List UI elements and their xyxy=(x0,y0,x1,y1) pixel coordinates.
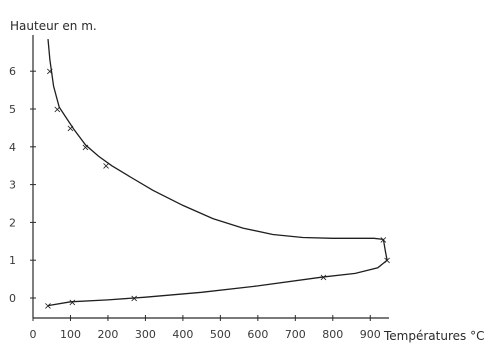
y-tick-label: 1 xyxy=(9,254,16,267)
x-tick-label: 900 xyxy=(360,328,381,341)
x-tick-label: 0 xyxy=(30,328,37,341)
series-2-line xyxy=(47,239,388,307)
data-point-marker: × xyxy=(102,161,110,172)
data-point-marker: × xyxy=(383,256,391,267)
data-point-marker: × xyxy=(46,67,54,78)
y-tick-label: 0 xyxy=(9,292,16,305)
data-point-marker: × xyxy=(53,105,61,116)
markers: × × × × × × × × × × × xyxy=(44,67,392,312)
y-axis-title: Hauteur en m. xyxy=(10,19,97,33)
data-point-marker: × xyxy=(130,294,138,305)
data-point-marker: × xyxy=(68,297,76,308)
y-tick-label: 2 xyxy=(9,216,16,229)
y-tick-label: 4 xyxy=(9,141,16,154)
data-point-marker: × xyxy=(379,235,387,246)
x-tick-label: 800 xyxy=(322,328,343,341)
x-tick-label: 200 xyxy=(97,328,118,341)
x-axis-title: Températures °C xyxy=(383,329,484,343)
x-tick-label: 100 xyxy=(60,328,81,341)
x-tick-label: 400 xyxy=(172,328,193,341)
y-tick-label: 6 xyxy=(9,65,16,78)
series-1-line xyxy=(47,39,384,241)
curves xyxy=(47,39,388,307)
x-tick-label: 600 xyxy=(247,328,268,341)
x-tick-label: 700 xyxy=(285,328,306,341)
x-tick-label: 300 xyxy=(135,328,156,341)
axes: 0 1 2 3 4 5 6 0 100 200 300 400 500 600 700 800 900 xyxy=(9,35,389,341)
data-point-marker: × xyxy=(66,123,74,134)
data-point-marker: × xyxy=(319,273,327,284)
x-tick-label: 500 xyxy=(210,328,231,341)
data-point-marker: × xyxy=(81,142,89,153)
y-tick-label: 5 xyxy=(9,103,16,116)
y-tick-label: 3 xyxy=(9,179,16,192)
data-point-marker: × xyxy=(44,301,52,312)
